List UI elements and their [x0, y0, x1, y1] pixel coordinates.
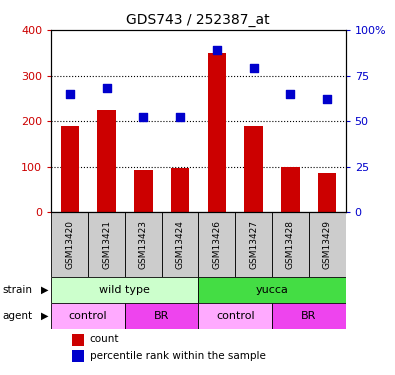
Bar	[198, 277, 346, 303]
Text: control: control	[69, 311, 107, 321]
Text: GDS743 / 252387_at: GDS743 / 252387_at	[126, 13, 269, 27]
Bar	[245, 126, 263, 212]
Bar	[97, 110, 116, 212]
Text: wild type: wild type	[100, 285, 150, 295]
Text: strain: strain	[2, 285, 32, 295]
Text: count: count	[90, 334, 119, 345]
Bar	[88, 212, 125, 277]
Bar	[208, 53, 226, 212]
Point	[214, 47, 220, 53]
Bar	[309, 212, 346, 277]
Text: yucca: yucca	[256, 285, 288, 295]
Text: GSM13429: GSM13429	[323, 220, 332, 269]
Bar	[125, 212, 162, 277]
Bar	[134, 170, 152, 212]
Point	[250, 65, 257, 71]
Bar	[272, 212, 309, 277]
Point	[324, 96, 330, 102]
Bar	[60, 126, 79, 212]
Text: agent: agent	[2, 311, 32, 321]
Text: percentile rank within the sample: percentile rank within the sample	[90, 351, 265, 361]
Text: GSM13428: GSM13428	[286, 220, 295, 269]
Text: GSM13424: GSM13424	[176, 220, 184, 269]
Text: BR: BR	[301, 311, 316, 321]
Bar	[51, 303, 125, 329]
Bar	[51, 212, 88, 277]
Text: BR: BR	[154, 311, 169, 321]
Bar	[72, 350, 84, 362]
Text: ▶: ▶	[41, 285, 48, 295]
Bar	[198, 303, 272, 329]
Bar	[198, 212, 235, 277]
Text: GSM13423: GSM13423	[139, 220, 148, 269]
Text: GSM13427: GSM13427	[249, 220, 258, 269]
Bar	[51, 277, 198, 303]
Bar	[125, 303, 198, 329]
Bar	[162, 212, 199, 277]
Bar	[272, 303, 346, 329]
Text: ▶: ▶	[41, 311, 48, 321]
Point	[287, 91, 293, 97]
Text: GSM13421: GSM13421	[102, 220, 111, 269]
Text: control: control	[216, 311, 255, 321]
Bar	[235, 212, 272, 277]
Text: GSM13420: GSM13420	[65, 220, 74, 269]
Point	[177, 114, 183, 120]
Bar	[318, 173, 337, 212]
Text: GSM13426: GSM13426	[213, 220, 221, 269]
Bar	[171, 168, 189, 212]
Bar	[281, 166, 300, 212]
Bar	[72, 334, 84, 346]
Point	[103, 85, 110, 91]
Point	[140, 114, 147, 120]
Point	[67, 91, 73, 97]
